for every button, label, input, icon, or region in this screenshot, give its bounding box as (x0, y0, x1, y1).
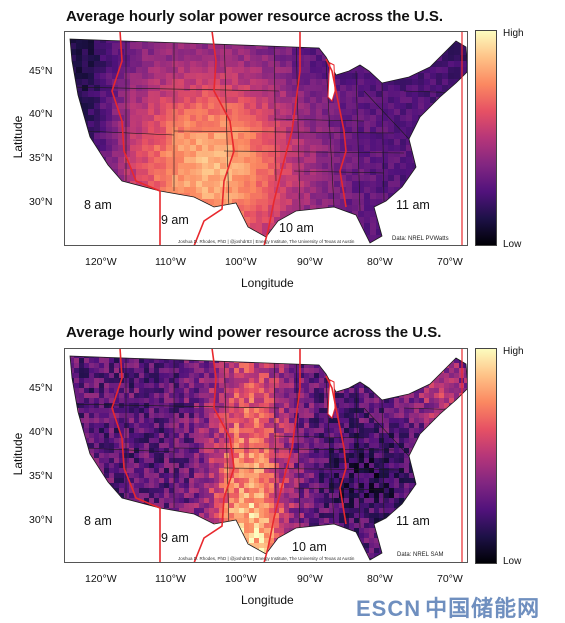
solar-lat-tick-30: 30°N (29, 196, 52, 208)
solar-tz-label-pacific: 8 am (84, 198, 112, 212)
solar-credit: Joshua D. Rhodes, PhD | @joshdr83 | Ener… (178, 239, 354, 244)
wind-source: Data: NREL SAM (397, 552, 443, 558)
wind-lon-tick-90: 90°W (297, 573, 323, 585)
wind-x-axis-title: Longitude (241, 593, 294, 607)
wind-tz-label-central: 10 am (292, 540, 327, 554)
wind-lon-tick-100: 100°W (225, 573, 257, 585)
solar-lat-tick-45: 45°N (29, 65, 52, 77)
wind-lat-tick-40: 40°N (29, 426, 52, 438)
solar-lat-tick-40: 40°N (29, 108, 52, 120)
wind-credit: Joshua D. Rhodes, PhD | @joshdr83 | Ener… (178, 556, 354, 561)
wind-colorbar-low-label: Low (503, 556, 521, 567)
watermark-cjk: 中国储能网 (425, 596, 540, 621)
solar-lon-tick-70: 70°W (437, 256, 463, 268)
solar-x-axis-title: Longitude (241, 276, 294, 290)
wind-colorbar (475, 348, 497, 564)
wind-lon-tick-70: 70°W (437, 573, 463, 585)
wind-lon-tick-80: 80°W (367, 573, 393, 585)
solar-lon-tick-100: 100°W (225, 256, 257, 268)
wind-tz-label-pacific: 8 am (84, 514, 112, 528)
solar-tz-label-central: 10 am (279, 221, 314, 235)
wind-lon-tick-110: 110°W (155, 573, 186, 585)
wind-lon-tick-120: 120°W (85, 573, 117, 585)
wind-y-axis-title: Latitude (11, 429, 25, 479)
solar-source: Data: NREL PVWatts (392, 236, 449, 242)
wind-colorbar-high-label: High (503, 346, 524, 357)
solar-heatmap (64, 31, 468, 246)
solar-tz-label-mountain: 9 am (161, 213, 189, 227)
wind-lat-tick-45: 45°N (29, 382, 52, 394)
wind-lat-tick-35: 35°N (29, 470, 52, 482)
solar-tz-label-eastern: 11 am (396, 198, 430, 212)
wind-tz-label-mountain: 9 am (161, 531, 189, 545)
wind-map-title: Average hourly wind power resource acros… (66, 324, 441, 341)
solar-lon-tick-80: 80°W (367, 256, 393, 268)
solar-lon-tick-120: 120°W (85, 256, 117, 268)
solar-colorbar (475, 30, 497, 246)
solar-colorbar-high-label: High (503, 28, 524, 39)
solar-lon-tick-90: 90°W (297, 256, 323, 268)
solar-colorbar-low-label: Low (503, 239, 521, 250)
solar-lat-tick-35: 35°N (29, 152, 52, 164)
wind-lat-tick-30: 30°N (29, 514, 52, 526)
solar-map-title: Average hourly solar power resource acro… (66, 8, 443, 25)
wind-tz-label-eastern: 11 am (396, 514, 430, 528)
wind-colorbar-gradient (475, 348, 497, 564)
solar-y-axis-title: Latitude (11, 112, 25, 162)
wind-map (64, 348, 468, 563)
solar-lon-tick-110: 110°W (155, 256, 186, 268)
wind-heatmap (64, 348, 468, 563)
solar-colorbar-gradient (475, 30, 497, 246)
watermark-latin: ESCN (356, 596, 421, 621)
solar-map (64, 31, 468, 246)
